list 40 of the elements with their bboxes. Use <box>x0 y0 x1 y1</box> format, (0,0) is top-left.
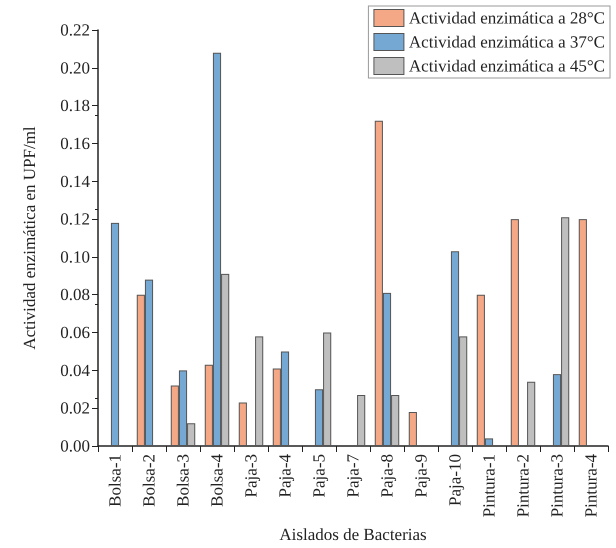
legend-label: Actividad enzimática a 37°C <box>408 32 606 52</box>
y-tick-label: 0.06 <box>60 323 90 342</box>
y-tick-label: 0.08 <box>60 285 90 304</box>
y-tick-label: 0.18 <box>60 96 90 116</box>
x-tick-label: Pintura-2 <box>514 454 532 518</box>
bar <box>510 219 519 446</box>
bar <box>408 412 417 446</box>
bar <box>527 382 536 446</box>
x-tick-label: Bolsa-4 <box>208 454 226 507</box>
y-tick-label: 0.02 <box>60 398 90 418</box>
x-tick-label: Paja-5 <box>310 454 328 498</box>
y-tick-label: 0.14 <box>60 172 90 191</box>
bar <box>357 394 366 446</box>
x-tick-label: Pintura-1 <box>480 454 498 518</box>
y-tick-label: 0.10 <box>60 247 90 266</box>
x-tick-label: Pintura-4 <box>582 454 600 518</box>
x-tick-label: Bolsa-3 <box>174 454 192 507</box>
y-tick-label: 0.16 <box>60 134 90 153</box>
legend-label: Actividad enzimática a 28°C <box>408 8 606 28</box>
y-tick-label: 0.20 <box>60 58 90 78</box>
y-tick-label: 0.12 <box>60 210 90 229</box>
bar <box>238 402 247 446</box>
y-axis-title: Actividad enzimática en UPF/ml <box>20 126 39 350</box>
y-tick-label: 0.04 <box>60 360 90 380</box>
bar <box>578 219 587 446</box>
x-tick-label: Paja-4 <box>276 454 294 498</box>
x-axis-title: Aislados de Bacterias <box>279 525 427 544</box>
x-tick-label: Pintura-3 <box>548 454 566 518</box>
x-tick-label: Paja-9 <box>412 454 430 498</box>
x-tick-label: Paja-7 <box>344 454 362 498</box>
x-tick-label: Paja-3 <box>242 454 260 498</box>
y-tick-label: 0.00 <box>60 436 90 456</box>
bar <box>255 336 264 446</box>
y-tick-label: 0.22 <box>60 20 90 40</box>
x-tick-label: Bolsa-1 <box>106 454 124 507</box>
bar <box>110 222 120 446</box>
legend-label: Actividad enzimática a 45°C <box>408 56 606 76</box>
x-tick-label: Paja-8 <box>378 454 396 498</box>
x-tick-label: Bolsa-2 <box>140 454 158 507</box>
x-tick-label: Paja-10 <box>446 454 464 506</box>
